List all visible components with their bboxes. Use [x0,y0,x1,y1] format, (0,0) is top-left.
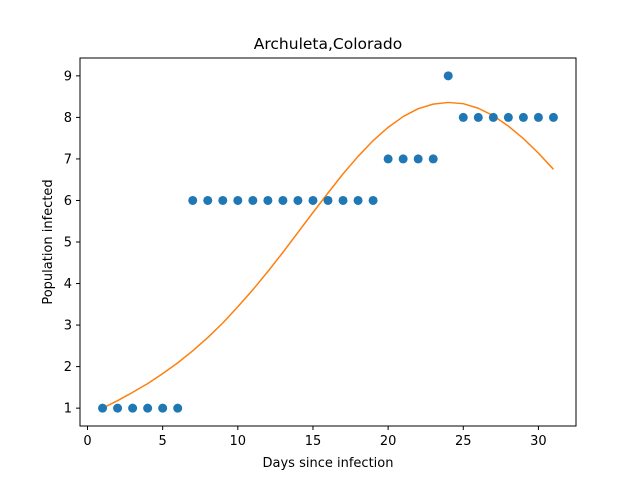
data-point [548,112,558,122]
axis-ticks: 0 5 10 15 20 25 30 1 2 3 4 5 6 7 8 9 [64,69,547,449]
x-tick-label: 25 [455,434,472,449]
data-point [173,403,183,413]
data-point [188,195,198,205]
data-point [488,112,498,122]
data-point [518,112,528,122]
y-tick-label: 2 [64,360,72,375]
x-tick-label: 30 [530,434,547,449]
data-point [458,112,468,122]
data-point [158,403,168,413]
data-point [248,195,258,205]
y-tick-label: 1 [64,402,72,417]
data-point [113,403,123,413]
data-point [128,403,138,413]
x-tick-label: 10 [230,434,247,449]
x-tick-label: 5 [159,434,167,449]
x-tick-label: 20 [380,434,397,449]
data-point [293,195,303,205]
y-tick-label: 5 [64,236,72,251]
data-point [503,112,513,122]
plot-frame [79,57,577,427]
data-point [413,154,423,164]
data-point [233,195,243,205]
data-point [143,403,153,413]
data-point [428,154,438,164]
data-point [278,195,288,205]
data-point [368,195,378,205]
y-tick-label: 6 [64,194,72,209]
y-tick-label: 8 [64,111,72,126]
data-point [203,195,213,205]
x-tick-label: 15 [305,434,322,449]
data-point [353,195,363,205]
data-point [398,154,408,164]
data-point [338,195,348,205]
data-point [323,195,333,205]
data-point [218,195,228,205]
y-axis-label: Population infected [41,179,56,304]
chart-title: Archuleta,Colorado [254,35,402,53]
data-point [443,71,453,81]
data-point [98,403,108,413]
data-point [308,195,318,205]
data-point [533,112,543,122]
x-axis-label: Days since infection [263,456,394,471]
y-tick-label: 4 [64,277,72,292]
data-point [383,154,393,164]
x-tick-label: 0 [83,434,91,449]
data-point [263,195,273,205]
fit-line [102,101,554,409]
data-marks [98,71,558,413]
data-point [473,112,483,122]
y-tick-label: 3 [64,319,72,334]
y-tick-label: 9 [64,69,72,84]
y-tick-label: 7 [64,152,72,167]
